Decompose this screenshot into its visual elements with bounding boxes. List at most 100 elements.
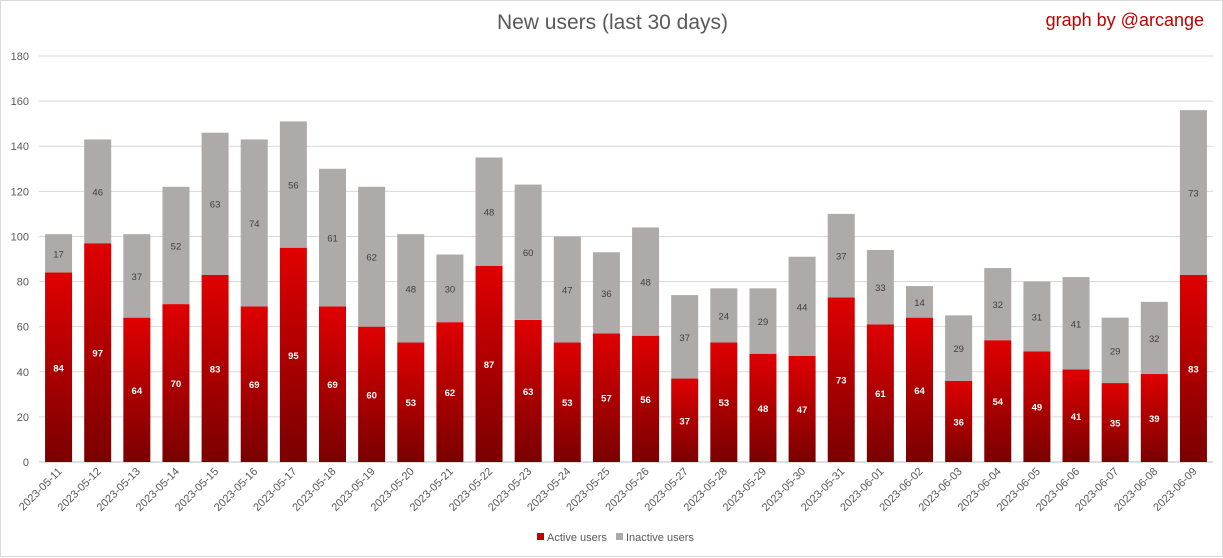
data-label-inactive: 31 [1032,313,1043,324]
y-tick-label: 20 [17,412,29,424]
data-label-inactive: 32 [992,300,1003,311]
data-label-inactive: 46 [92,187,103,198]
data-label-active: 57 [601,394,612,405]
data-label-active: 47 [797,405,808,416]
data-label-active: 70 [171,379,182,390]
data-label-inactive: 17 [53,249,64,260]
bar-active-users [318,306,347,462]
data-label-active: 69 [327,380,338,391]
data-label-inactive: 74 [249,219,260,230]
bar-inactive-users [788,256,816,356]
bars: 84 17 97 46 64 37 70 52 83 63 69 74 95 56 69 61 60 62 53 48… [45,110,1207,462]
bar-inactive-users [1101,317,1129,384]
bar-active-users [984,340,1012,462]
bar-active-users [788,355,816,462]
data-label-inactive: 29 [758,317,769,328]
bar-active-users [397,342,425,462]
data-label-inactive: 29 [1110,346,1121,357]
data-label-active: 87 [484,360,495,371]
bar-active-users [749,353,777,462]
bar-active-users [1062,369,1090,462]
data-label-active: 37 [679,416,690,427]
bar-inactive-users [318,168,347,307]
bar-active-users [475,265,503,462]
data-label-active: 83 [1188,364,1199,375]
bar-inactive-users [1023,281,1051,352]
bar-active-users [905,317,934,462]
data-label-inactive: 29 [953,344,964,355]
chart-title: New users (last 30 days) [496,11,729,34]
bar-active-users [201,274,229,462]
bar-active-users [436,322,464,462]
legend-label-inactive: Inactive users [626,532,694,544]
data-label-active: 35 [1110,419,1121,430]
y-tick-label: 160 [11,96,29,108]
data-label-active: 73 [836,376,847,387]
y-tick-label: 60 [17,322,29,334]
data-label-inactive: 60 [523,248,534,259]
data-label-inactive: 33 [875,283,886,294]
data-label-active: 49 [1032,403,1043,414]
data-label-inactive: 37 [836,252,847,263]
data-label-active: 61 [875,389,886,400]
data-label-active: 95 [288,351,299,362]
bar-active-users [866,324,894,462]
data-label-active: 54 [992,397,1003,408]
chart-credit: graph by @arcange [1045,10,1204,30]
bar-active-users [1023,351,1051,462]
bar-active-users [1101,383,1129,462]
data-label-active: 39 [1149,414,1160,425]
y-tick-label: 40 [17,367,29,379]
bar-active-users [514,319,542,462]
data-label-inactive: 48 [405,284,416,295]
y-tick-label: 80 [17,277,29,289]
bar-inactive-users [123,234,151,318]
bar-active-users [592,333,620,462]
bar-active-users [827,297,855,462]
legend: Active users Inactive users [537,532,694,544]
bar-active-users [553,342,581,462]
bar-inactive-users [1179,110,1207,275]
y-tick-label: 180 [11,51,29,63]
bar-inactive-users [671,295,699,379]
y-tick-label: 120 [11,186,29,198]
data-label-inactive: 37 [132,272,143,283]
data-label-active: 53 [719,398,730,409]
data-label-inactive: 48 [640,278,651,289]
data-label-inactive: 37 [679,333,690,344]
bar-inactive-users [397,234,425,343]
legend-label-active: Active users [547,532,607,544]
data-label-active: 53 [405,398,416,409]
data-label-inactive: 32 [1149,334,1160,345]
data-label-inactive: 73 [1188,188,1199,199]
data-label-active: 64 [914,386,925,397]
data-label-active: 69 [249,380,260,391]
data-label-inactive: 44 [797,302,808,313]
legend-swatch-inactive [616,533,623,540]
bar-active-users [1140,374,1168,462]
bar-inactive-users [240,139,268,307]
bar-inactive-users [279,121,307,248]
bar-inactive-users [1140,301,1168,375]
bar-inactive-users [553,236,581,343]
bar-active-users [358,326,386,462]
data-label-inactive: 36 [601,289,612,300]
bar-active-users [162,304,190,462]
bar-inactive-users [84,139,112,244]
data-label-inactive: 61 [327,234,338,245]
data-label-active: 60 [366,390,377,401]
bar-active-users [84,243,112,462]
bar-inactive-users [514,184,542,320]
data-label-active: 97 [92,349,103,360]
data-label-inactive: 47 [562,285,573,296]
data-label-active: 53 [562,398,573,409]
bar-inactive-users [162,186,190,305]
bar-inactive-users [436,254,464,323]
data-label-inactive: 14 [914,298,925,309]
bar-inactive-users [749,288,777,354]
bar-active-users [279,247,307,462]
data-label-inactive: 30 [445,284,456,295]
bar-inactive-users [710,288,738,343]
